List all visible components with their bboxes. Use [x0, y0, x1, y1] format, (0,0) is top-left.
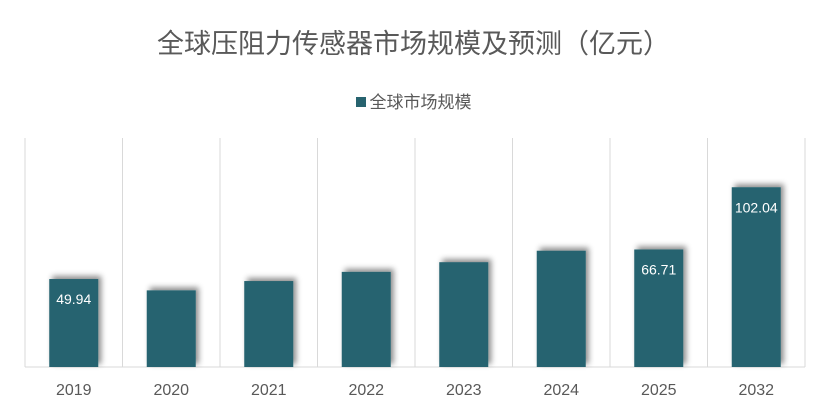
legend-swatch — [355, 97, 366, 107]
bar-2022 — [341, 271, 391, 367]
x-tick-label: 2021 — [251, 382, 287, 399]
bar-2021 — [244, 281, 294, 367]
bar-2024 — [536, 250, 586, 367]
legend-label: 全球市场规模 — [369, 93, 472, 113]
data-label-2032: 102.04 — [735, 199, 778, 215]
x-tick-label: 2032 — [738, 382, 774, 399]
data-label-2025: 66.71 — [641, 261, 676, 277]
bar-2023 — [439, 262, 489, 367]
x-tick-label: 2020 — [153, 382, 189, 399]
bar-2032 — [731, 187, 781, 367]
x-tick-label: 2025 — [641, 382, 677, 399]
chart-title: 全球压阻力传感器市场规模及预测（亿元） — [157, 29, 670, 60]
data-label-2019: 49.94 — [56, 291, 91, 307]
x-tick-label: 2024 — [543, 382, 579, 399]
bar-2019 — [49, 279, 99, 367]
x-tick-label: 2023 — [446, 382, 482, 399]
legend: 全球市场规模 — [0, 88, 827, 113]
bar-2025 — [634, 249, 684, 367]
x-tick-label: 2022 — [348, 382, 384, 399]
bar-2020 — [146, 290, 196, 367]
x-tick-label: 2019 — [56, 382, 92, 399]
